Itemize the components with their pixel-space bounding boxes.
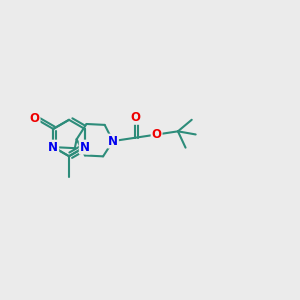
Text: N: N bbox=[48, 141, 58, 154]
Text: O: O bbox=[152, 128, 162, 141]
Text: N: N bbox=[108, 135, 118, 148]
Text: N: N bbox=[80, 141, 90, 154]
Text: O: O bbox=[130, 111, 140, 124]
Text: O: O bbox=[29, 112, 40, 124]
